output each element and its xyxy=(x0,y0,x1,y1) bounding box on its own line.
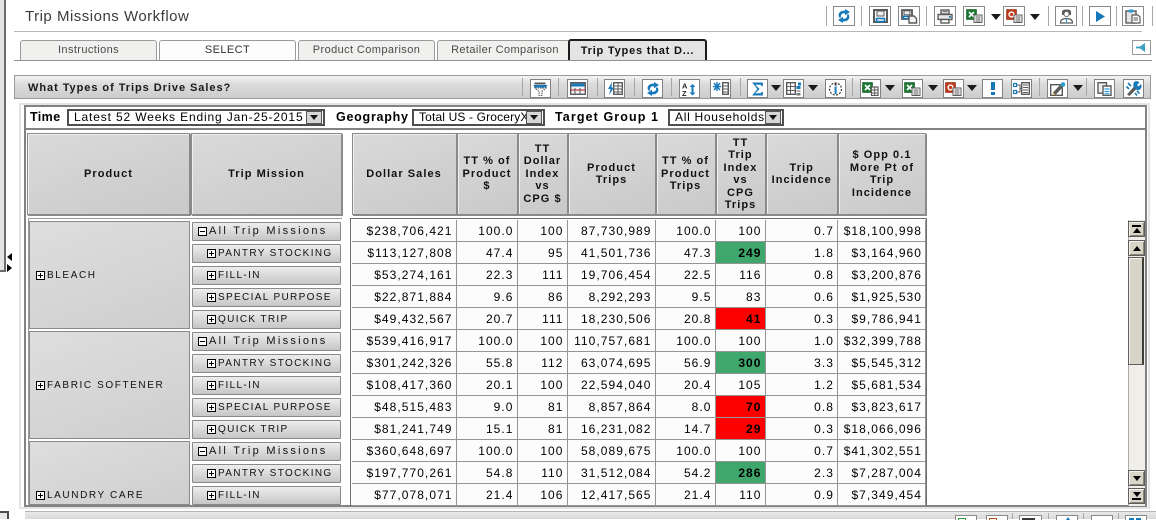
svg-text:A: A xyxy=(682,82,688,91)
svg-text:Z: Z xyxy=(682,89,687,96)
